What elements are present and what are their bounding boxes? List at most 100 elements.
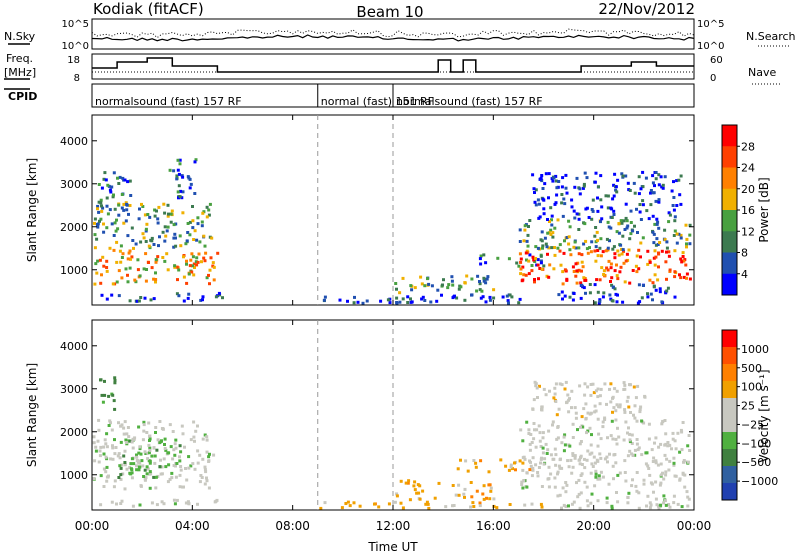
data-cell — [624, 174, 628, 178]
data-cell — [594, 245, 598, 249]
data-cell — [579, 425, 582, 429]
data-cell — [441, 283, 444, 287]
data-cell — [97, 428, 101, 432]
data-cell — [113, 376, 117, 380]
data-cell — [112, 234, 116, 237]
data-cell — [544, 242, 548, 246]
data-cell — [430, 284, 434, 288]
colorbar-swatch — [722, 231, 737, 253]
data-cell — [455, 296, 459, 300]
data-cell — [453, 294, 456, 298]
data-cell — [122, 221, 126, 225]
data-cell — [589, 393, 593, 397]
data-cell — [521, 486, 525, 490]
data-cell — [413, 480, 417, 484]
data-cell — [673, 439, 677, 443]
data-cell — [582, 457, 586, 461]
data-cell — [664, 503, 668, 507]
data-cell — [579, 491, 583, 495]
data-cell — [544, 442, 548, 446]
data-cell — [582, 276, 586, 280]
data-cell — [637, 175, 641, 179]
data-cell — [166, 268, 170, 272]
data-cell — [398, 300, 402, 304]
data-cell — [637, 446, 641, 450]
data-cell — [579, 456, 582, 460]
data-cell — [647, 467, 651, 470]
data-cell — [530, 269, 534, 273]
data-cell — [551, 423, 554, 427]
data-cell — [395, 492, 399, 496]
data-cell — [570, 205, 574, 209]
data-cell — [630, 484, 634, 488]
colorbar-tick-label: −500 — [741, 456, 771, 469]
data-cell — [137, 451, 141, 455]
data-cell — [607, 482, 611, 486]
data-cell — [563, 294, 567, 298]
data-cell — [636, 448, 640, 452]
data-cell — [605, 496, 609, 500]
data-cell — [150, 454, 154, 458]
data-cell — [137, 299, 141, 303]
data-cell — [433, 496, 437, 500]
data-cell — [592, 391, 596, 395]
data-cell — [554, 463, 558, 467]
data-cell — [553, 476, 557, 480]
data-cell — [679, 257, 683, 261]
data-cell — [463, 281, 467, 285]
data-cell — [495, 506, 499, 510]
data-cell — [463, 487, 467, 491]
data-cell — [488, 298, 492, 302]
data-cell — [148, 437, 152, 441]
data-cell — [170, 476, 174, 480]
data-cell — [677, 178, 681, 182]
data-cell — [175, 174, 179, 178]
data-cell — [344, 502, 348, 505]
data-cell — [654, 171, 658, 174]
data-cell — [564, 505, 568, 508]
data-cell — [539, 259, 543, 263]
colorbar-tick-label: 100 — [741, 381, 762, 394]
data-cell — [657, 252, 661, 256]
data-cell — [147, 244, 151, 248]
data-cell — [613, 387, 617, 391]
data-cell — [457, 287, 461, 291]
data-cell — [99, 378, 102, 382]
data-cell — [634, 484, 638, 488]
data-cell — [208, 282, 211, 286]
data-cell — [622, 219, 626, 223]
data-cell — [560, 441, 564, 445]
data-cell — [525, 249, 529, 253]
data-cell — [154, 431, 157, 434]
data-cell — [200, 260, 203, 264]
freq-label-line2: [MHz] — [4, 66, 36, 79]
data-cell — [664, 473, 668, 477]
data-cell — [532, 422, 536, 425]
data-cell — [588, 452, 592, 456]
data-cell — [536, 263, 540, 267]
data-cell — [107, 394, 111, 398]
data-cell — [488, 497, 492, 501]
data-cell — [635, 254, 639, 258]
data-cell — [632, 385, 636, 389]
data-cell — [205, 479, 209, 483]
data-cell — [594, 259, 598, 263]
data-cell — [666, 286, 670, 290]
data-cell — [120, 499, 124, 503]
data-cell — [626, 431, 629, 435]
data-cell — [470, 277, 474, 281]
data-cell — [496, 256, 500, 260]
data-cell — [539, 461, 542, 465]
colorbar-tick-label: 12 — [741, 225, 755, 238]
data-cell — [159, 458, 162, 462]
data-cell — [410, 288, 414, 292]
data-cell — [202, 210, 206, 214]
data-cell — [608, 293, 612, 297]
data-cell — [209, 256, 213, 260]
data-cell — [96, 207, 99, 211]
data-cell — [94, 445, 98, 449]
data-cell — [97, 183, 101, 186]
data-cell — [166, 214, 170, 218]
data-cell — [420, 297, 424, 301]
data-cell — [561, 297, 564, 301]
